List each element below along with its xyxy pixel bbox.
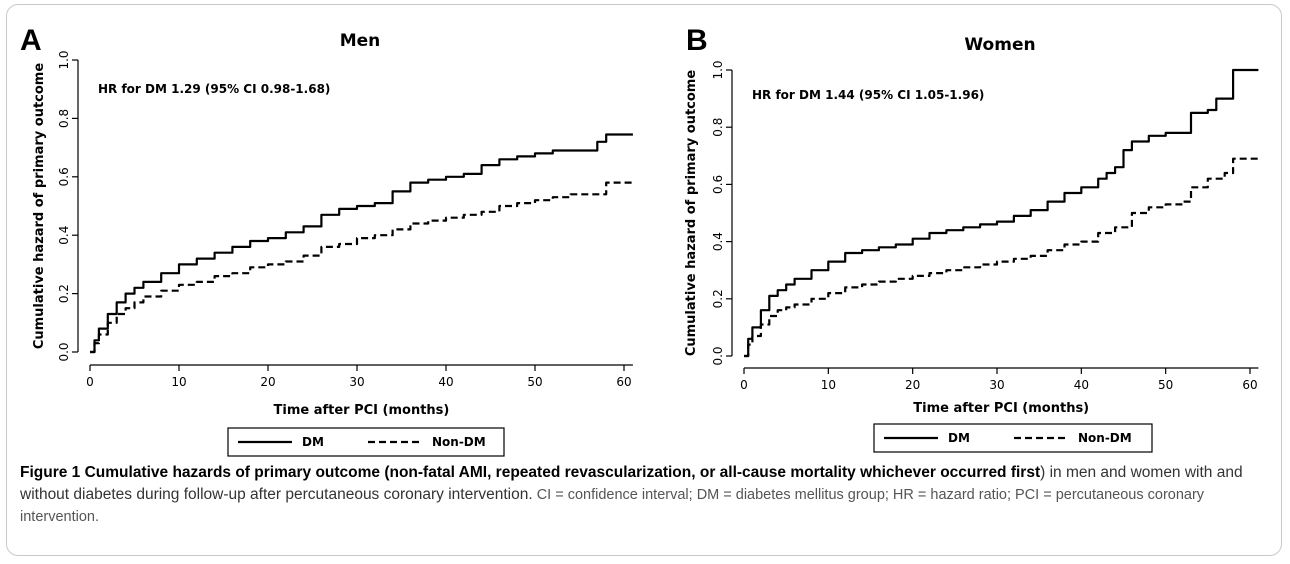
- y-tick-label: 0.0: [57, 342, 71, 361]
- y-tick-label: 0.0: [711, 346, 725, 365]
- figure-caption: Figure 1 Cumulative hazards of primary o…: [20, 462, 1270, 528]
- chart-panel-a: A Men HR for DM 1.29 (95% CI 0.98-1.68) 0.0…: [20, 24, 633, 457]
- hr-annotation: HR for DM 1.29 (95% CI 0.98-1.68): [98, 82, 330, 96]
- x-tick-label: 20: [260, 375, 275, 389]
- series-line-dm: [744, 68, 1259, 358]
- panel-letter: B: [686, 24, 708, 57]
- x-tick-label: 50: [1158, 378, 1173, 392]
- chart-panel-b: B Women HR for DM 1.44 (95% CI 1.05-1.96) 0…: [684, 24, 1259, 453]
- y-axis-label: Cumulative hazard of primary outcome: [684, 70, 699, 357]
- caption-mid: ) in men and women with and without diab…: [20, 464, 1243, 503]
- legend-label: DM: [302, 435, 324, 449]
- x-axis-label: Time after PCI (months): [913, 401, 1089, 416]
- y-tick-label: 0.2: [711, 289, 725, 308]
- x-tick-label: 40: [1074, 378, 1089, 392]
- chart-title: Women: [964, 35, 1035, 55]
- x-tick-label: 30: [349, 375, 364, 389]
- figure-frame: [6, 4, 1282, 556]
- legend-label: Non-DM: [432, 435, 486, 449]
- y-tick-label: 0.8: [57, 109, 71, 128]
- y-tick-label: 0.6: [57, 167, 71, 186]
- chart-title: Men: [340, 31, 381, 51]
- caption-tail: CI = confidence interval; DM = diabetes …: [20, 487, 1205, 525]
- legend-label: DM: [948, 431, 970, 445]
- series-line-non-dm: [744, 157, 1259, 358]
- x-tick-label: 20: [905, 378, 920, 392]
- x-tick-label: 10: [821, 378, 836, 392]
- y-tick-label: 0.2: [57, 284, 71, 303]
- x-tick-label: 0: [86, 375, 94, 389]
- caption-lead: Figure 1 Cumulative hazards of primary o…: [20, 464, 1041, 481]
- y-tick-label: 0.8: [711, 118, 725, 137]
- x-tick-label: 10: [171, 375, 186, 389]
- y-axis-label: Cumulative hazard of primary outcome: [32, 63, 47, 350]
- x-tick-label: 50: [527, 375, 542, 389]
- series-line-dm: [90, 133, 633, 354]
- y-tick-label: 0.4: [711, 232, 725, 251]
- panel-letter: A: [20, 24, 42, 57]
- x-tick-label: 30: [989, 378, 1004, 392]
- x-axis-label: Time after PCI (months): [274, 403, 450, 418]
- y-tick-label: 1.0: [711, 60, 725, 79]
- y-tick-label: 0.4: [57, 226, 71, 245]
- x-tick-label: 60: [616, 375, 631, 389]
- legend-label: Non-DM: [1078, 431, 1132, 445]
- series-line-non-dm: [90, 181, 633, 354]
- x-tick-label: 60: [1242, 378, 1257, 392]
- hr-annotation: HR for DM 1.44 (95% CI 1.05-1.96): [752, 88, 984, 102]
- x-tick-label: 0: [740, 378, 748, 392]
- y-tick-label: 0.6: [711, 175, 725, 194]
- x-tick-label: 40: [438, 375, 453, 389]
- y-tick-label: 1.0: [57, 50, 71, 69]
